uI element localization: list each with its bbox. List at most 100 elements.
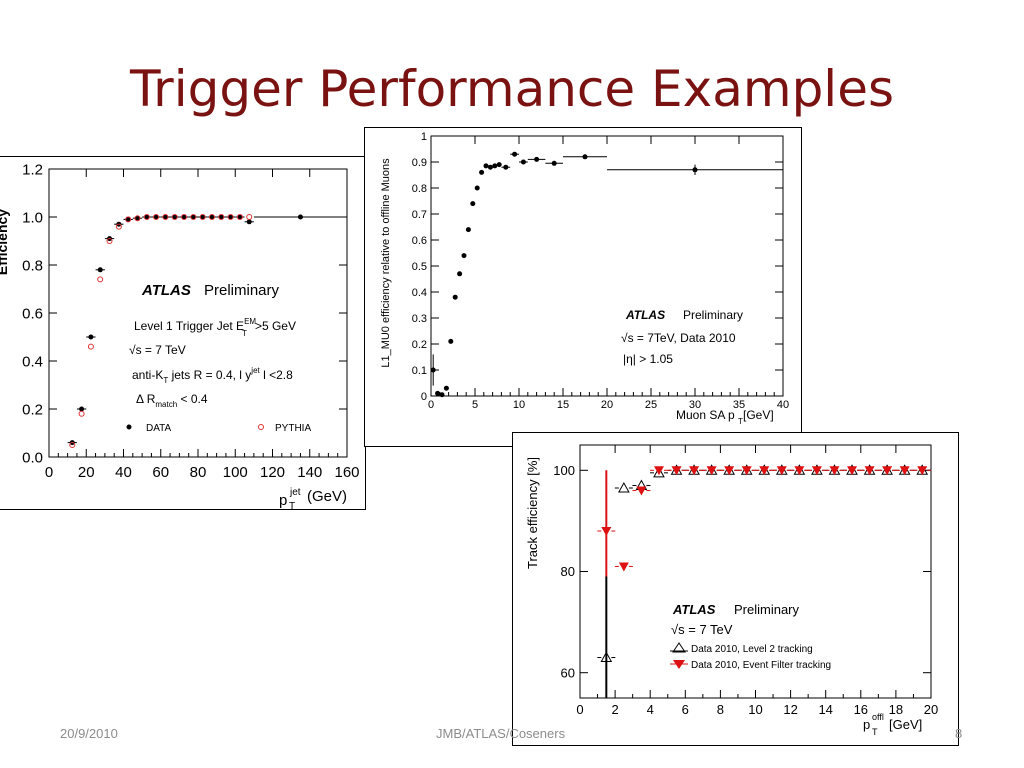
- x-tick-label: 10: [513, 399, 525, 411]
- legend-label-event-filter: Data 2010, Event Filter tracking: [691, 660, 831, 671]
- data-point: [297, 214, 303, 220]
- plot-frame: [48, 168, 348, 458]
- data-point: [439, 392, 445, 398]
- legend: Data 2010, Level 2 tracking Data 2010, E…: [670, 642, 831, 671]
- preliminary-label: Preliminary: [734, 602, 800, 617]
- y-tick-label: 0.7: [412, 209, 427, 221]
- y-tick-label: 0.2: [22, 401, 43, 418]
- x-tick-label: 15: [557, 399, 569, 411]
- footer-center: JMB/ATLAS/Coseners: [436, 726, 566, 741]
- x-tick-label: 80: [190, 464, 207, 481]
- data-point: [636, 486, 647, 496]
- data-point: [181, 214, 187, 220]
- data-point: [759, 466, 770, 476]
- data-point: [246, 219, 252, 225]
- data-point: [496, 162, 502, 168]
- data-point: [443, 385, 449, 391]
- legend-label-data: DATA: [146, 423, 172, 434]
- data-point: [847, 466, 858, 476]
- data-point: [520, 159, 526, 165]
- svg-text:jet: jet: [289, 487, 301, 498]
- muon-trigger-chart-panel: 0 5 10 15 20 25 30 35 40 0 0.1 0.2 0.3 0.4 0.5 0.6 0.7 0.…: [364, 127, 802, 447]
- track-efficiency-chart-panel: 0 2 4 6 8 10 12 14 16 18 20 60 80 100 Track efficienc…: [512, 432, 959, 746]
- x-tick-label: 120: [260, 464, 285, 481]
- svg-text:[GeV]: [GeV]: [889, 717, 922, 732]
- x-tick-label: 30: [689, 399, 701, 411]
- y-axis-label: L1_MU0 efficiency relative to offline Mu…: [380, 158, 392, 368]
- data-point: [551, 160, 557, 166]
- svg-text:p: p: [863, 717, 870, 732]
- data-point: [465, 227, 471, 233]
- data-point: [97, 267, 103, 273]
- data-point: [181, 214, 188, 220]
- x-axis-label: Muon SA p T [GeV]: [676, 408, 774, 426]
- data-point: [208, 214, 215, 220]
- data-point: [200, 214, 206, 220]
- data-point: [171, 214, 178, 220]
- x-tick-label: 20: [601, 399, 613, 411]
- svg-text:Muon SA p: Muon SA p: [676, 408, 735, 422]
- legend-marker-level2: [672, 642, 686, 653]
- data-point: [162, 214, 168, 220]
- data-point: [899, 466, 910, 476]
- y-tick-label: 0.2: [412, 339, 427, 351]
- data-point: [864, 466, 875, 476]
- x-tick-label: 0: [428, 399, 434, 411]
- data-point: [143, 214, 150, 220]
- x-axis-label: p offl T [GeV]: [863, 712, 922, 737]
- energy-note: √s = 7 TeV: [671, 622, 733, 637]
- data-point: [134, 215, 140, 221]
- legend: DATA PYTHIA: [126, 423, 311, 434]
- data-point: [115, 223, 122, 230]
- muon-trigger-efficiency-chart: 0 5 10 15 20 25 30 35 40 0 0.1 0.2 0.3 0.4 0.5 0.6 0.7 0.…: [380, 131, 789, 426]
- data-point: [689, 466, 700, 476]
- data-point: [487, 164, 493, 170]
- legend-label-level2: Data 2010, Level 2 tracking: [691, 644, 813, 655]
- data-point: [618, 562, 629, 572]
- data-point: [483, 163, 489, 169]
- data-point: [134, 215, 141, 222]
- x-tick-label: 18: [889, 702, 903, 717]
- atlas-label: ATLAS: [141, 282, 191, 299]
- x-tick-label: 60: [152, 464, 169, 481]
- x-tick-label: 40: [777, 399, 789, 411]
- x-tick-label: 5: [472, 399, 478, 411]
- data-point: [470, 201, 476, 207]
- data-point: [228, 214, 234, 220]
- svg-text:T: T: [872, 727, 878, 737]
- data-point: [87, 343, 94, 350]
- track-efficiency-chart: 0 2 4 6 8 10 12 14 16 18 20 60 80 100 Track efficienc…: [525, 444, 938, 737]
- y-axis-label: Track efficiency [%]: [525, 457, 540, 569]
- y-tick-label: 0.6: [412, 235, 427, 247]
- x-tick-label: 20: [924, 702, 938, 717]
- eta-note: |η| > 1.05: [623, 352, 673, 366]
- data-point: [236, 214, 243, 220]
- data-point: [461, 253, 467, 259]
- x-tick-label: 40: [115, 464, 132, 481]
- x-tick-label: 20: [78, 464, 95, 481]
- x-tick-label: 10: [748, 702, 762, 717]
- data-point: [794, 466, 805, 476]
- x-tick-label: 8: [717, 702, 724, 717]
- svg-text:Δ Rmatch < 0.4: Δ Rmatch < 0.4: [136, 392, 208, 409]
- y-tick-label: 0.6: [22, 305, 43, 322]
- atlas-label: ATLAS: [672, 602, 716, 617]
- y-tick-label: 0.1: [412, 365, 427, 377]
- data-point: [457, 271, 463, 277]
- y-tick-label: 100: [553, 463, 575, 478]
- footer-date: 20/9/2010: [60, 726, 118, 741]
- data-point: [153, 214, 159, 220]
- legend-marker-pythia: [258, 424, 264, 430]
- data-point: [172, 214, 178, 220]
- x-tick-label: 16: [854, 702, 868, 717]
- data-point: [69, 442, 76, 448]
- data-point: [190, 214, 196, 220]
- y-tick-label: 80: [561, 564, 575, 579]
- jet-trigger-efficiency-chart: 0 20 40 60 80 100 120 140 160 0.0 0.2 0.4 0.6 0.8 1.0 1…: [0, 161, 360, 512]
- y-tick-label: 0.4: [412, 287, 427, 299]
- y-tick-label: 60: [561, 665, 575, 680]
- x-tick-label: 0: [576, 702, 583, 717]
- data-point: [706, 466, 717, 476]
- data-point: [106, 238, 113, 244]
